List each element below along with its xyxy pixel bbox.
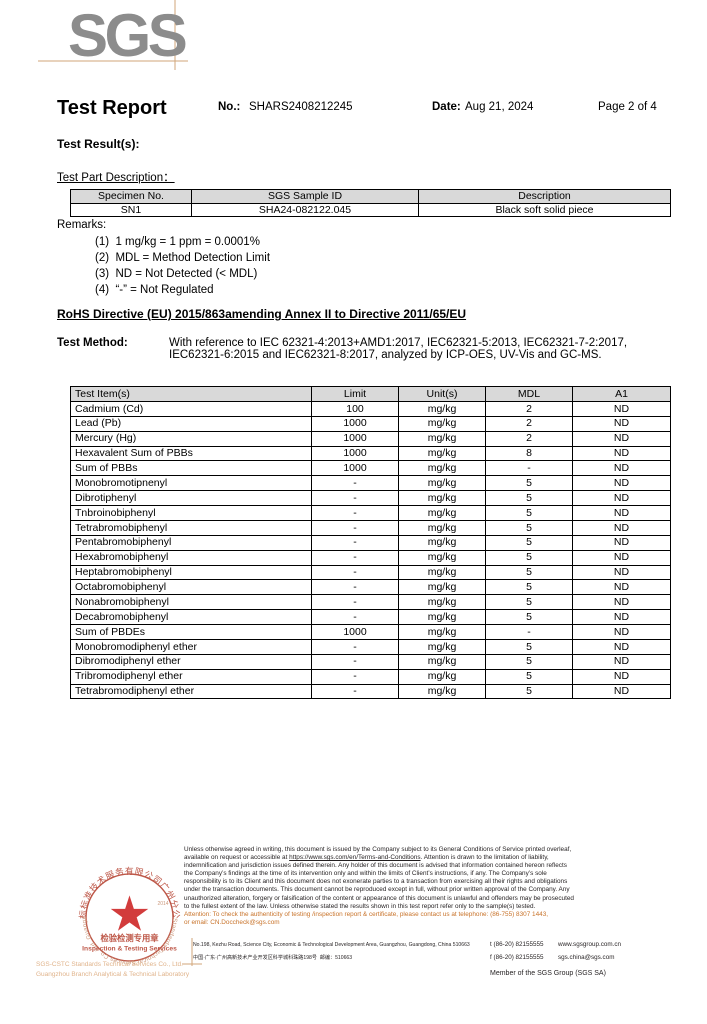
- svg-text:Inspection & Testing Services: Inspection & Testing Services: [82, 946, 177, 953]
- svg-text:SGS: SGS: [68, 2, 186, 69]
- svg-text:检验检测专用章: 检验检测专用章: [100, 933, 159, 943]
- svg-text:2014: 2014: [157, 901, 168, 907]
